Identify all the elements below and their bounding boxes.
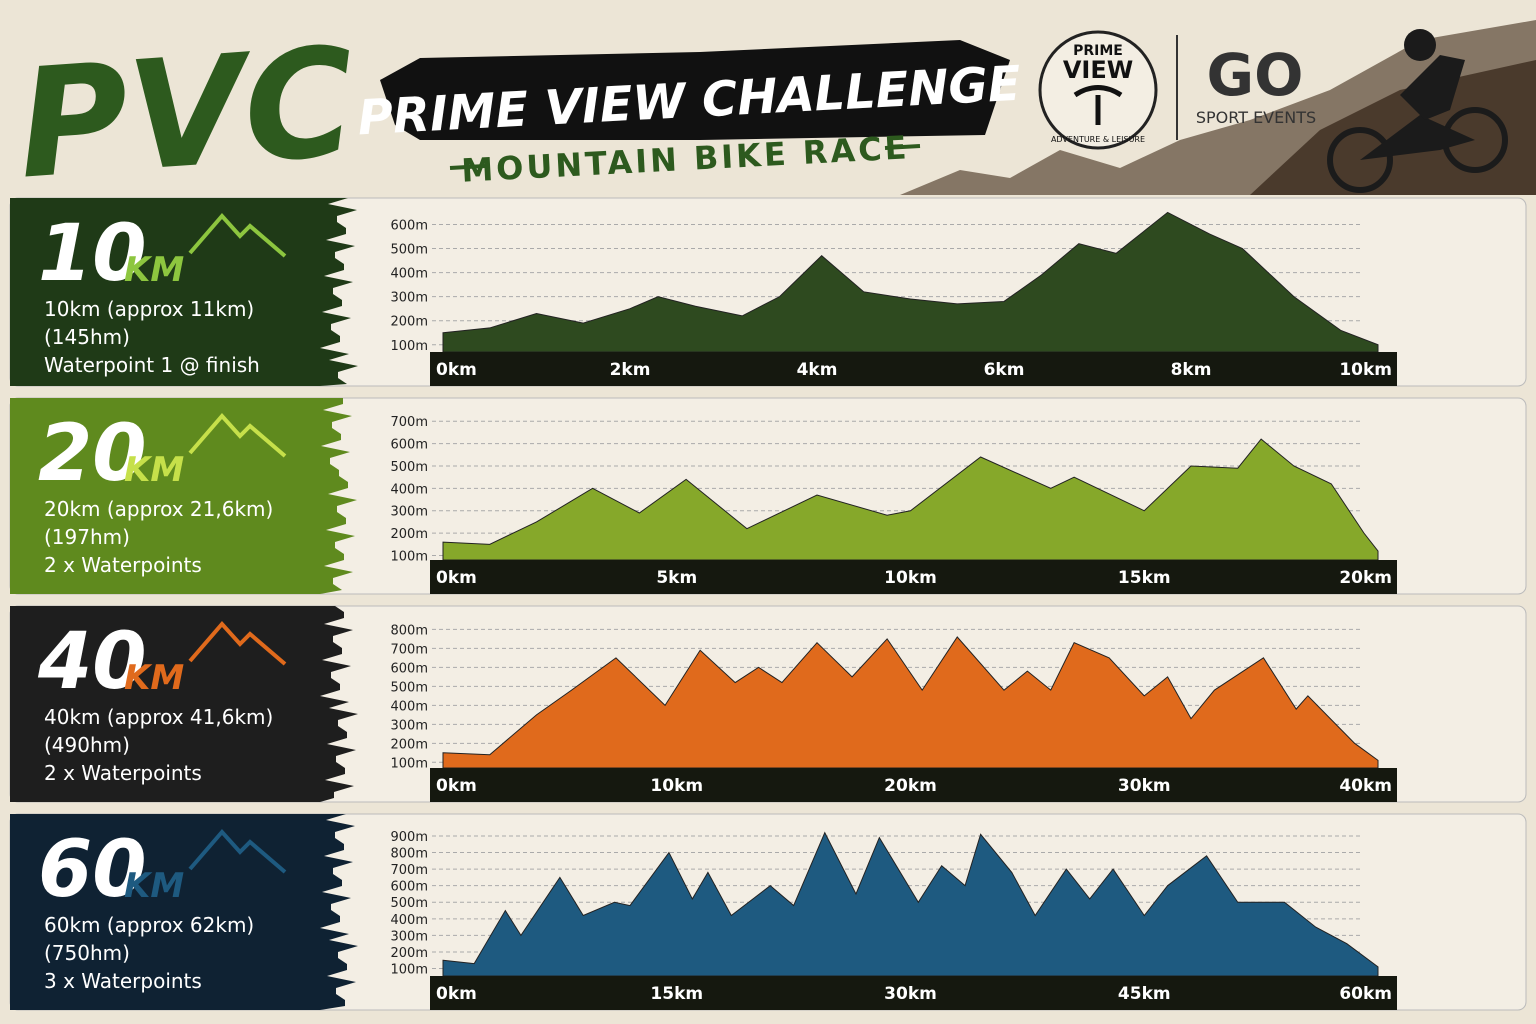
- y-tick-label: 900m: [391, 830, 428, 845]
- y-tick-label: 500m: [391, 243, 428, 258]
- elevation-area: [442, 438, 1379, 561]
- y-tick-label: 500m: [391, 460, 428, 475]
- distance-unit: KM: [124, 658, 184, 698]
- y-tick-label: 200m: [391, 527, 428, 542]
- x-tick-label: 10km: [1339, 360, 1392, 380]
- y-tick-label: 100m: [391, 339, 428, 354]
- y-tick-label: 400m: [391, 482, 428, 497]
- x-tick-label: 4km: [797, 360, 838, 380]
- y-tick-label: 500m: [391, 896, 428, 911]
- x-tick-label: 2km: [610, 360, 651, 380]
- description: 20km (approx 21,6km): [44, 497, 273, 521]
- description: (197hm): [44, 525, 130, 549]
- y-tick-label: 400m: [391, 913, 428, 928]
- mountain-icon: [188, 620, 287, 666]
- x-tick-label: 5km: [656, 568, 697, 588]
- x-tick-label: 30km: [884, 984, 937, 1004]
- y-tick-label: 400m: [391, 267, 428, 282]
- x-tick-label: 15km: [650, 984, 703, 1004]
- y-tick-label: 500m: [391, 680, 428, 695]
- y-tick-label: 800m: [391, 847, 428, 862]
- mountain-icon: [188, 212, 287, 258]
- description: (145hm): [44, 325, 130, 349]
- x-tick-label: 30km: [1118, 776, 1171, 796]
- description: 2 x Waterpoints: [44, 553, 202, 577]
- description: 10km (approx 11km): [44, 297, 254, 321]
- distance-unit: KM: [124, 250, 184, 290]
- y-tick-label: 200m: [391, 737, 428, 752]
- distance: 20: [38, 409, 147, 499]
- distance: 40: [37, 617, 147, 707]
- x-tick-label: 0km: [436, 360, 477, 380]
- y-tick-label: 200m: [391, 315, 428, 330]
- elevation-area: [442, 211, 1379, 353]
- y-tick-label: 700m: [391, 642, 428, 657]
- x-axis-strip: [430, 352, 1397, 386]
- mountain-icon: [188, 412, 287, 458]
- panel-side: [10, 398, 357, 594]
- partner2-sub: SPORT EVENTS: [1196, 108, 1316, 127]
- mountain-front: [1250, 60, 1536, 195]
- y-tick-label: 100m: [391, 963, 428, 978]
- partner2-main: GO: [1207, 41, 1304, 109]
- partner1-ring: ADVENTURE & LEISURE: [1051, 135, 1145, 144]
- x-tick-label: 0km: [436, 984, 477, 1004]
- y-tick-label: 300m: [391, 929, 428, 944]
- partner1-main: VIEW: [1063, 56, 1133, 84]
- y-tick-label: 700m: [391, 415, 428, 430]
- x-tick-label: 40km: [1339, 776, 1392, 796]
- cyclist: [1327, 29, 1508, 193]
- y-tick-label: 400m: [391, 699, 428, 714]
- partner1-top: PRIME: [1073, 43, 1123, 59]
- tree-icon: [1073, 85, 1123, 125]
- y-tick-label: 600m: [391, 218, 428, 233]
- y-tick-label: 600m: [391, 438, 428, 453]
- y-tick-label: 100m: [391, 550, 428, 565]
- description: 60km (approx 62km): [44, 913, 254, 937]
- y-tick-label: 600m: [391, 880, 428, 895]
- description: 40km (approx 41,6km): [44, 705, 273, 729]
- x-tick-label: 45km: [1118, 984, 1171, 1004]
- x-tick-label: 10km: [884, 568, 937, 588]
- rule: [449, 164, 486, 170]
- x-tick-label: 6km: [984, 360, 1025, 380]
- x-tick-label: 10km: [650, 776, 703, 796]
- elevation-area: [442, 831, 1379, 977]
- logo: PVC: [13, 16, 360, 213]
- x-axis-strip: [430, 768, 1397, 802]
- description: (750hm): [44, 941, 130, 965]
- x-tick-label: 20km: [884, 776, 937, 796]
- distance: 60: [38, 825, 147, 915]
- distance-unit: KM: [124, 866, 184, 906]
- description: Waterpoint 1 @ finish: [44, 353, 260, 377]
- mountain-icon: [188, 828, 287, 874]
- x-tick-label: 20km: [1339, 568, 1392, 588]
- y-tick-label: 600m: [391, 661, 428, 676]
- y-tick-label: 200m: [391, 946, 428, 961]
- x-tick-label: 0km: [436, 568, 477, 588]
- description: 3 x Waterpoints: [44, 969, 202, 993]
- elevation-area: [442, 636, 1379, 769]
- rule: [884, 144, 921, 150]
- y-tick-label: 100m: [391, 756, 428, 771]
- panel-side: [10, 814, 358, 1010]
- y-tick-label: 700m: [391, 863, 428, 878]
- title-brush: [380, 40, 1010, 140]
- x-axis-strip: [430, 976, 1397, 1010]
- y-tick-label: 300m: [391, 718, 428, 733]
- x-axis-strip: [430, 560, 1397, 594]
- distance-unit: KM: [124, 450, 184, 490]
- description: (490hm): [44, 733, 130, 757]
- y-tick-label: 300m: [391, 505, 428, 520]
- y-tick-label: 300m: [391, 291, 428, 306]
- x-tick-label: 15km: [1118, 568, 1171, 588]
- panel-side: [10, 606, 358, 802]
- distance: 10: [38, 209, 147, 299]
- x-tick-label: 0km: [436, 776, 477, 796]
- x-tick-label: 60km: [1339, 984, 1392, 1004]
- description: 2 x Waterpoints: [44, 761, 202, 785]
- x-tick-label: 8km: [1171, 360, 1212, 380]
- y-tick-label: 800m: [391, 623, 428, 638]
